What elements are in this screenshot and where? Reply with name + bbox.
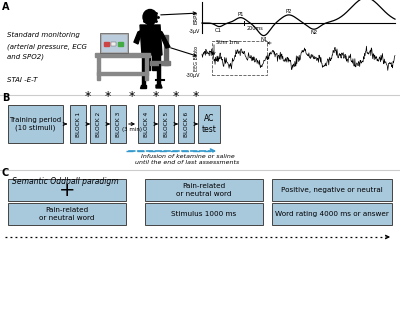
Text: C1: C1 <box>215 28 222 32</box>
FancyBboxPatch shape <box>178 105 194 143</box>
Text: (3 min): (3 min) <box>122 126 142 132</box>
Text: +: + <box>59 180 75 200</box>
Text: *: * <box>193 90 199 103</box>
Text: *: * <box>173 90 179 103</box>
Bar <box>104 42 109 46</box>
Text: Positive, negative or neutral: Positive, negative or neutral <box>281 187 383 193</box>
Text: A: A <box>2 2 10 12</box>
Text: Pain-related
or neutral word: Pain-related or neutral word <box>176 184 232 197</box>
FancyBboxPatch shape <box>198 105 220 143</box>
Text: BLOCK 4: BLOCK 4 <box>144 111 148 136</box>
Bar <box>100 33 128 53</box>
Text: BLOCK 5: BLOCK 5 <box>164 111 168 136</box>
Bar <box>118 42 123 46</box>
Polygon shape <box>142 55 150 70</box>
Text: BLOCK 3: BLOCK 3 <box>116 111 120 136</box>
Bar <box>212 41 267 75</box>
Bar <box>97 57 100 80</box>
Text: and SPO2): and SPO2) <box>7 54 44 60</box>
Text: 200ms: 200ms <box>246 26 263 31</box>
Text: ERPs: ERPs <box>194 11 199 24</box>
FancyBboxPatch shape <box>8 105 63 143</box>
Text: -3μV: -3μV <box>189 29 200 33</box>
Text: N2: N2 <box>310 30 318 35</box>
FancyBboxPatch shape <box>272 203 392 225</box>
FancyBboxPatch shape <box>8 179 126 201</box>
Ellipse shape <box>143 9 157 24</box>
Text: AC
test: AC test <box>202 114 216 134</box>
Bar <box>95 53 150 57</box>
FancyBboxPatch shape <box>110 105 126 143</box>
Polygon shape <box>142 70 145 85</box>
Text: BLOCK 1: BLOCK 1 <box>76 111 80 136</box>
Bar <box>97 72 148 75</box>
Text: Stimulus 1000 ms: Stimulus 1000 ms <box>171 211 237 217</box>
FancyBboxPatch shape <box>90 105 106 143</box>
Polygon shape <box>157 70 160 85</box>
FancyBboxPatch shape <box>8 203 126 225</box>
FancyBboxPatch shape <box>138 105 154 143</box>
Polygon shape <box>140 85 146 88</box>
Bar <box>111 42 116 46</box>
Text: Infusion of ketamine or saline
until the end of last assessments: Infusion of ketamine or saline until the… <box>135 154 240 165</box>
Text: Training period
(10 stimuli): Training period (10 stimuli) <box>10 117 62 131</box>
FancyBboxPatch shape <box>145 203 263 225</box>
Bar <box>102 35 126 51</box>
Text: B: B <box>2 93 9 103</box>
Text: -30μV: -30μV <box>186 72 200 77</box>
FancyBboxPatch shape <box>158 105 174 143</box>
Text: STAI -E-T: STAI -E-T <box>7 77 37 83</box>
Text: P2: P2 <box>286 9 292 14</box>
FancyBboxPatch shape <box>70 105 86 143</box>
FancyBboxPatch shape <box>272 179 392 201</box>
Polygon shape <box>134 30 142 44</box>
Text: *: * <box>129 90 135 103</box>
Text: (arterial pressure, ECG: (arterial pressure, ECG <box>7 44 87 50</box>
Bar <box>145 57 148 80</box>
Bar <box>164 35 168 65</box>
Text: Standard monitoring: Standard monitoring <box>7 32 80 38</box>
Text: BLOCK 2: BLOCK 2 <box>96 111 100 136</box>
Text: C: C <box>2 168 9 178</box>
Text: Stim 1ms: Stim 1ms <box>216 40 239 45</box>
Text: Word rating 4000 ms or answer: Word rating 4000 ms or answer <box>275 211 389 217</box>
Text: *: * <box>153 90 159 103</box>
Text: N1: N1 <box>260 37 267 42</box>
Polygon shape <box>152 55 160 70</box>
Polygon shape <box>140 25 162 55</box>
Text: BLOCK 6: BLOCK 6 <box>184 111 188 136</box>
Text: Semantic Oddball paradigm: Semantic Oddball paradigm <box>12 177 119 186</box>
Text: *: * <box>105 90 111 103</box>
Text: *: * <box>85 90 91 103</box>
FancyBboxPatch shape <box>145 179 263 201</box>
Text: P1: P1 <box>237 12 244 17</box>
Polygon shape <box>156 85 162 88</box>
Bar <box>150 61 170 65</box>
Text: Pain-related
or neutral word: Pain-related or neutral word <box>39 207 95 220</box>
Polygon shape <box>158 30 170 48</box>
Text: EEG Bruto: EEG Bruto <box>194 46 199 71</box>
